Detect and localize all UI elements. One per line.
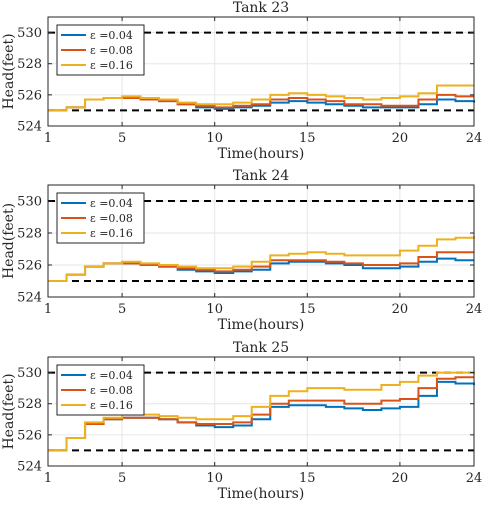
x-tick-label: 20 [392, 131, 409, 146]
x-tick-label: 5 [118, 471, 126, 486]
y-axis-label: Head(feet) [1, 373, 17, 449]
x-tick-label: 20 [392, 302, 409, 317]
x-tick-label: 1 [44, 131, 52, 146]
x-axis-label: Time(hours) [218, 146, 305, 162]
x-axis-label: Time(hours) [218, 486, 305, 502]
axes-box [47, 184, 475, 298]
x-tick-label: 24 [466, 302, 483, 317]
y-tick-label: 530 [17, 26, 42, 41]
chart-title: Tank 25 [233, 340, 289, 356]
y-tick-label: 526 [17, 259, 42, 274]
y-tick-label: 526 [17, 88, 42, 103]
series-line-3 [48, 236, 475, 282]
series-line-3 [48, 371, 475, 452]
chart-title: Tank 23 [233, 0, 289, 16]
x-tick-label: 20 [392, 471, 409, 486]
legend: ε =0.04 ε =0.08 ε =0.16 [56, 24, 145, 76]
x-tick-label: 10 [206, 131, 223, 146]
legend-label-3: ε =0.16 [90, 227, 133, 240]
x-tick-label: 1 [44, 302, 52, 317]
x-tick-label: 15 [299, 131, 316, 146]
y-tick-label: 526 [17, 428, 42, 443]
axes-box [47, 16, 475, 127]
x-tick-label: 5 [118, 302, 126, 317]
legend-label-2: ε =0.08 [90, 212, 133, 225]
y-tick-label: 528 [17, 57, 42, 72]
y-tick-label: 524 [17, 120, 42, 135]
legend-label-1: ε =0.04 [90, 369, 133, 382]
axes-box [47, 356, 475, 467]
legend: ε =0.04 ε =0.08 ε =0.16 [56, 364, 145, 416]
legend: ε =0.04 ε =0.08 ε =0.16 [56, 192, 145, 244]
y-axis-label: Head(feet) [1, 203, 17, 279]
y-axis-label: Head(feet) [1, 33, 17, 109]
x-tick-label: 24 [466, 471, 483, 486]
y-tick-label: 524 [17, 291, 42, 306]
series-line-3 [48, 84, 474, 112]
x-tick-label: 10 [206, 471, 223, 486]
x-tick-label: 15 [299, 302, 316, 317]
y-tick-label: 524 [17, 460, 42, 475]
x-axis-label: Time(hours) [218, 317, 305, 333]
y-tick-label: 528 [17, 397, 42, 412]
legend-label-3: ε =0.16 [90, 59, 133, 72]
y-tick-label: 530 [17, 195, 42, 210]
x-tick-label: 15 [299, 471, 316, 486]
chart-title: Tank 24 [233, 168, 289, 184]
x-tick-label: 10 [206, 302, 223, 317]
y-tick-label: 528 [17, 227, 42, 242]
legend-label-1: ε =0.04 [90, 197, 133, 210]
y-tick-label: 530 [17, 366, 42, 381]
x-tick-label: 24 [466, 131, 483, 146]
legend-label-3: ε =0.16 [90, 399, 133, 412]
x-tick-label: 1 [44, 471, 52, 486]
legend-label-1: ε =0.04 [90, 29, 133, 42]
legend-label-2: ε =0.08 [90, 384, 133, 397]
x-tick-label: 5 [118, 131, 126, 146]
legend-label-2: ε =0.08 [90, 44, 133, 57]
